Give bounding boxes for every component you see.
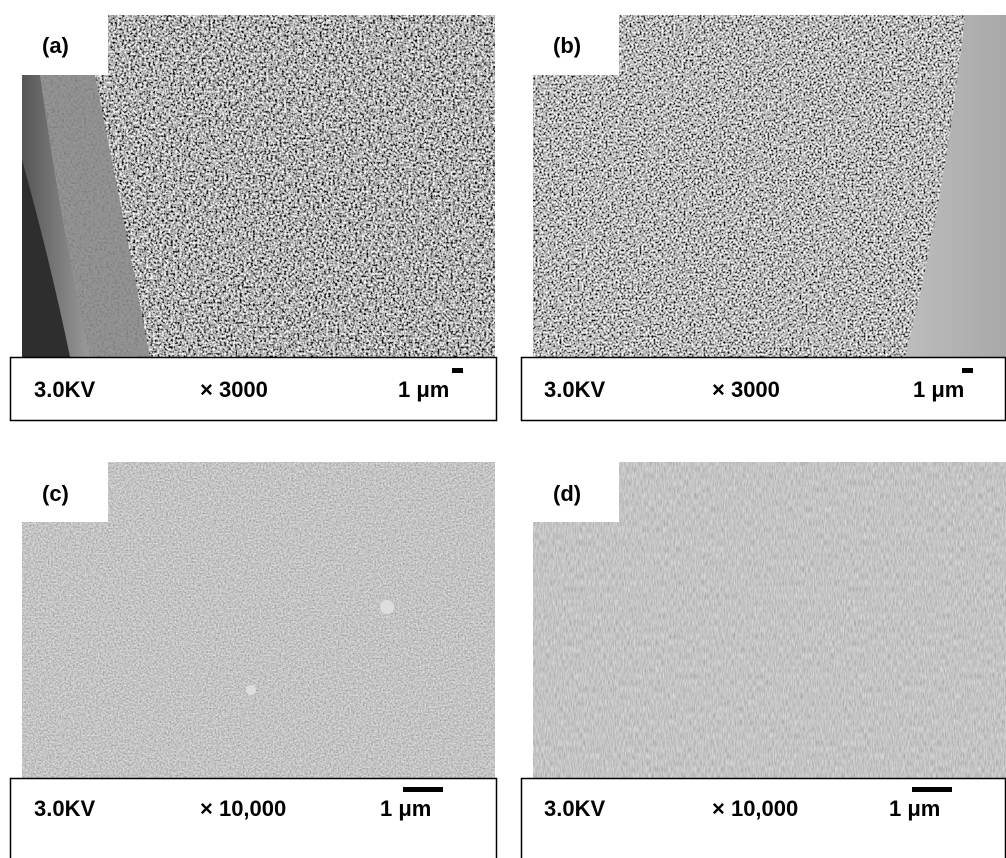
voltage: 3.0KV (34, 796, 95, 821)
panel-label: (c) (42, 481, 69, 506)
panel-label: (d) (553, 481, 581, 506)
particle (380, 600, 394, 614)
panel-b: (b) 3.0KV × 3000 1 μm (522, 15, 1006, 421)
particle (246, 685, 256, 695)
magnification: × 3000 (200, 377, 268, 402)
scale-bar (452, 368, 463, 373)
magnification: × 10,000 (712, 796, 798, 821)
scale-bar (912, 787, 952, 792)
panel-a: (a) 3.0KV × 3000 1 μm (11, 15, 497, 421)
magnification: × 3000 (712, 377, 780, 402)
voltage: 3.0KV (544, 377, 605, 402)
scale: 1 μm (380, 796, 431, 821)
scale: 1 μm (398, 377, 449, 402)
voltage: 3.0KV (544, 796, 605, 821)
scale-bar (962, 368, 973, 373)
voltage: 3.0KV (34, 377, 95, 402)
figure: (a) 3.0KV × 3000 1 μm (b) 3.0KV × 3000 1… (0, 0, 1006, 858)
scale: 1 μm (913, 377, 964, 402)
panel-label: (b) (553, 33, 581, 58)
magnification: × 10,000 (200, 796, 286, 821)
panel-label: (a) (42, 33, 69, 58)
scale-bar (403, 787, 443, 792)
scale: 1 μm (889, 796, 940, 821)
panel-d: (d) 3.0KV × 10,000 1 μm (522, 462, 1006, 858)
panel-c: (c) 3.0KV × 10,000 1 μm (11, 462, 497, 858)
